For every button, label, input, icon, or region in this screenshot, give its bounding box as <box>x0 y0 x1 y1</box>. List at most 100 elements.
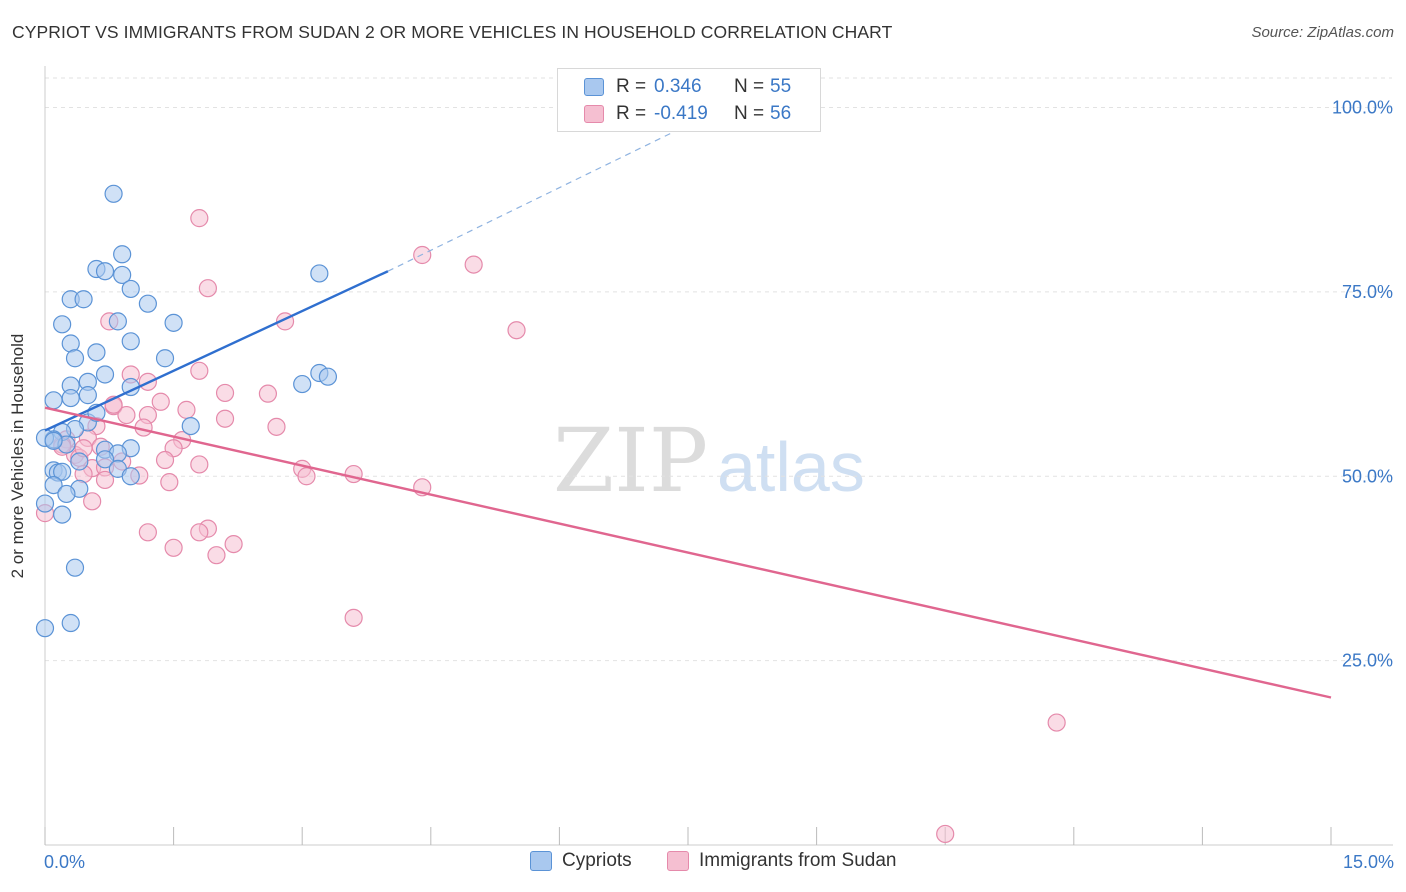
cypriot-point <box>87 343 106 362</box>
legend-n-value: 55 <box>770 76 792 97</box>
cypriot-point <box>61 388 80 408</box>
legend-n-label: N = <box>734 76 765 97</box>
sudan-point <box>207 546 226 565</box>
x-tick-max: 15.0% <box>1342 852 1394 872</box>
cypriot-point <box>113 265 132 285</box>
legend-swatch-pink <box>667 851 689 871</box>
legend-label-cypriots: Cypriots <box>562 850 632 871</box>
cypriot-point <box>74 290 93 309</box>
sudan-point <box>198 279 217 298</box>
legend-r-label: R = <box>616 76 647 97</box>
cypriot-point <box>104 184 123 203</box>
sudan-point <box>267 417 286 436</box>
sudan-point <box>258 384 278 403</box>
cypriot-trend-line <box>44 270 389 432</box>
cypriot-point <box>164 313 183 332</box>
trend-lines <box>44 132 1332 699</box>
sudan-point <box>138 523 157 542</box>
cypriot-point <box>95 262 115 281</box>
sudan-point <box>160 473 179 492</box>
cypriot-point <box>65 349 85 368</box>
y-axis-label: 2 or more Vehicles in Household <box>8 333 27 579</box>
legend-item-cypriots[interactable]: Cypriots <box>530 850 632 872</box>
cypriot-point <box>293 374 312 394</box>
watermark-atlas: atlas <box>717 428 865 506</box>
cypriot-point <box>65 558 85 577</box>
legend-item-sudan[interactable]: Immigrants from Sudan <box>667 850 896 872</box>
sudan-point <box>83 492 102 511</box>
sudan-point <box>344 608 363 627</box>
cypriot-trend-extension <box>387 132 672 272</box>
sudan-point <box>151 392 170 411</box>
legend-n-value: 56 <box>770 103 792 124</box>
cypriot-point <box>108 312 127 331</box>
cypriot-points <box>35 184 338 638</box>
sudan-point <box>344 464 363 484</box>
sudan-point <box>117 405 136 425</box>
sudan-point <box>224 534 243 554</box>
cypriot-point <box>57 484 76 504</box>
grid-lines <box>45 77 1392 662</box>
legend-r-label: R = <box>616 103 647 124</box>
legend-swatch-pink <box>584 105 604 123</box>
correlation-legend: R = 0.346 N = 55 R = -0.419 N = 56 <box>557 68 821 132</box>
y-tick-label: 100.0% <box>1332 98 1393 118</box>
cypriot-point <box>113 245 132 264</box>
cypriot-point <box>35 494 55 513</box>
cypriot-point <box>121 467 140 486</box>
y-tick-labels: 25.0% 50.0% 75.0% 100.0% <box>1332 98 1393 671</box>
sudan-point <box>190 455 209 474</box>
legend-swatch-blue <box>530 851 552 871</box>
sudan-point <box>464 255 483 274</box>
cypriot-point <box>70 452 89 471</box>
sudan-point <box>190 209 209 228</box>
cypriot-point <box>53 462 72 481</box>
cypriot-point <box>44 431 63 450</box>
x-tick-min: 0.0% <box>44 852 86 872</box>
cypriot-point <box>155 349 175 368</box>
legend-swatch-blue <box>584 78 604 96</box>
cypriot-point <box>35 619 55 638</box>
cypriot-point <box>53 505 72 524</box>
chart-title: CYPRIOT VS IMMIGRANTS FROM SUDAN 2 OR MO… <box>12 22 893 42</box>
cypriot-point <box>53 315 72 334</box>
cypriot-point <box>318 367 338 386</box>
sudan-point <box>215 383 235 403</box>
legend-row-sudan: R = -0.419 N = 56 <box>584 101 791 127</box>
sudan-point <box>177 400 196 419</box>
y-tick-label: 25.0% <box>1342 651 1393 671</box>
cypriot-point <box>310 264 329 283</box>
legend-n-label: N = <box>734 103 765 124</box>
cypriot-point <box>181 417 200 436</box>
cypriot-point <box>121 332 140 351</box>
sudan-point <box>215 409 235 428</box>
sudan-point <box>936 824 955 844</box>
sudan-point <box>507 321 526 340</box>
cypriot-point <box>44 476 63 495</box>
legend-r-value: 0.346 <box>654 76 702 97</box>
sudan-point <box>190 523 209 542</box>
cypriot-point <box>44 391 63 410</box>
y-tick-label: 75.0% <box>1342 282 1393 302</box>
sudan-point <box>297 467 316 486</box>
sudan-point <box>1047 713 1066 732</box>
legend-label-sudan: Immigrants from Sudan <box>699 850 897 871</box>
sudan-point <box>155 450 175 470</box>
sudan-point <box>95 470 115 490</box>
y-tick-label: 50.0% <box>1342 466 1393 486</box>
cypriot-point <box>121 279 140 299</box>
sudan-point <box>190 361 209 380</box>
legend-row-cypriots: R = 0.346 N = 55 <box>584 74 791 100</box>
cypriot-point <box>95 365 115 384</box>
cypriot-point <box>61 613 80 633</box>
axes <box>44 66 1393 846</box>
series-legend: Cypriots Immigrants from Sudan <box>0 850 1406 878</box>
legend-r-value: -0.419 <box>654 103 708 124</box>
sudan-point <box>164 538 183 557</box>
cypriot-point <box>95 450 115 469</box>
source-label: Source: ZipAtlas.com <box>1251 24 1394 41</box>
cypriot-point <box>138 294 157 313</box>
cypriot-point <box>78 386 97 405</box>
sudan-points <box>35 209 1066 844</box>
